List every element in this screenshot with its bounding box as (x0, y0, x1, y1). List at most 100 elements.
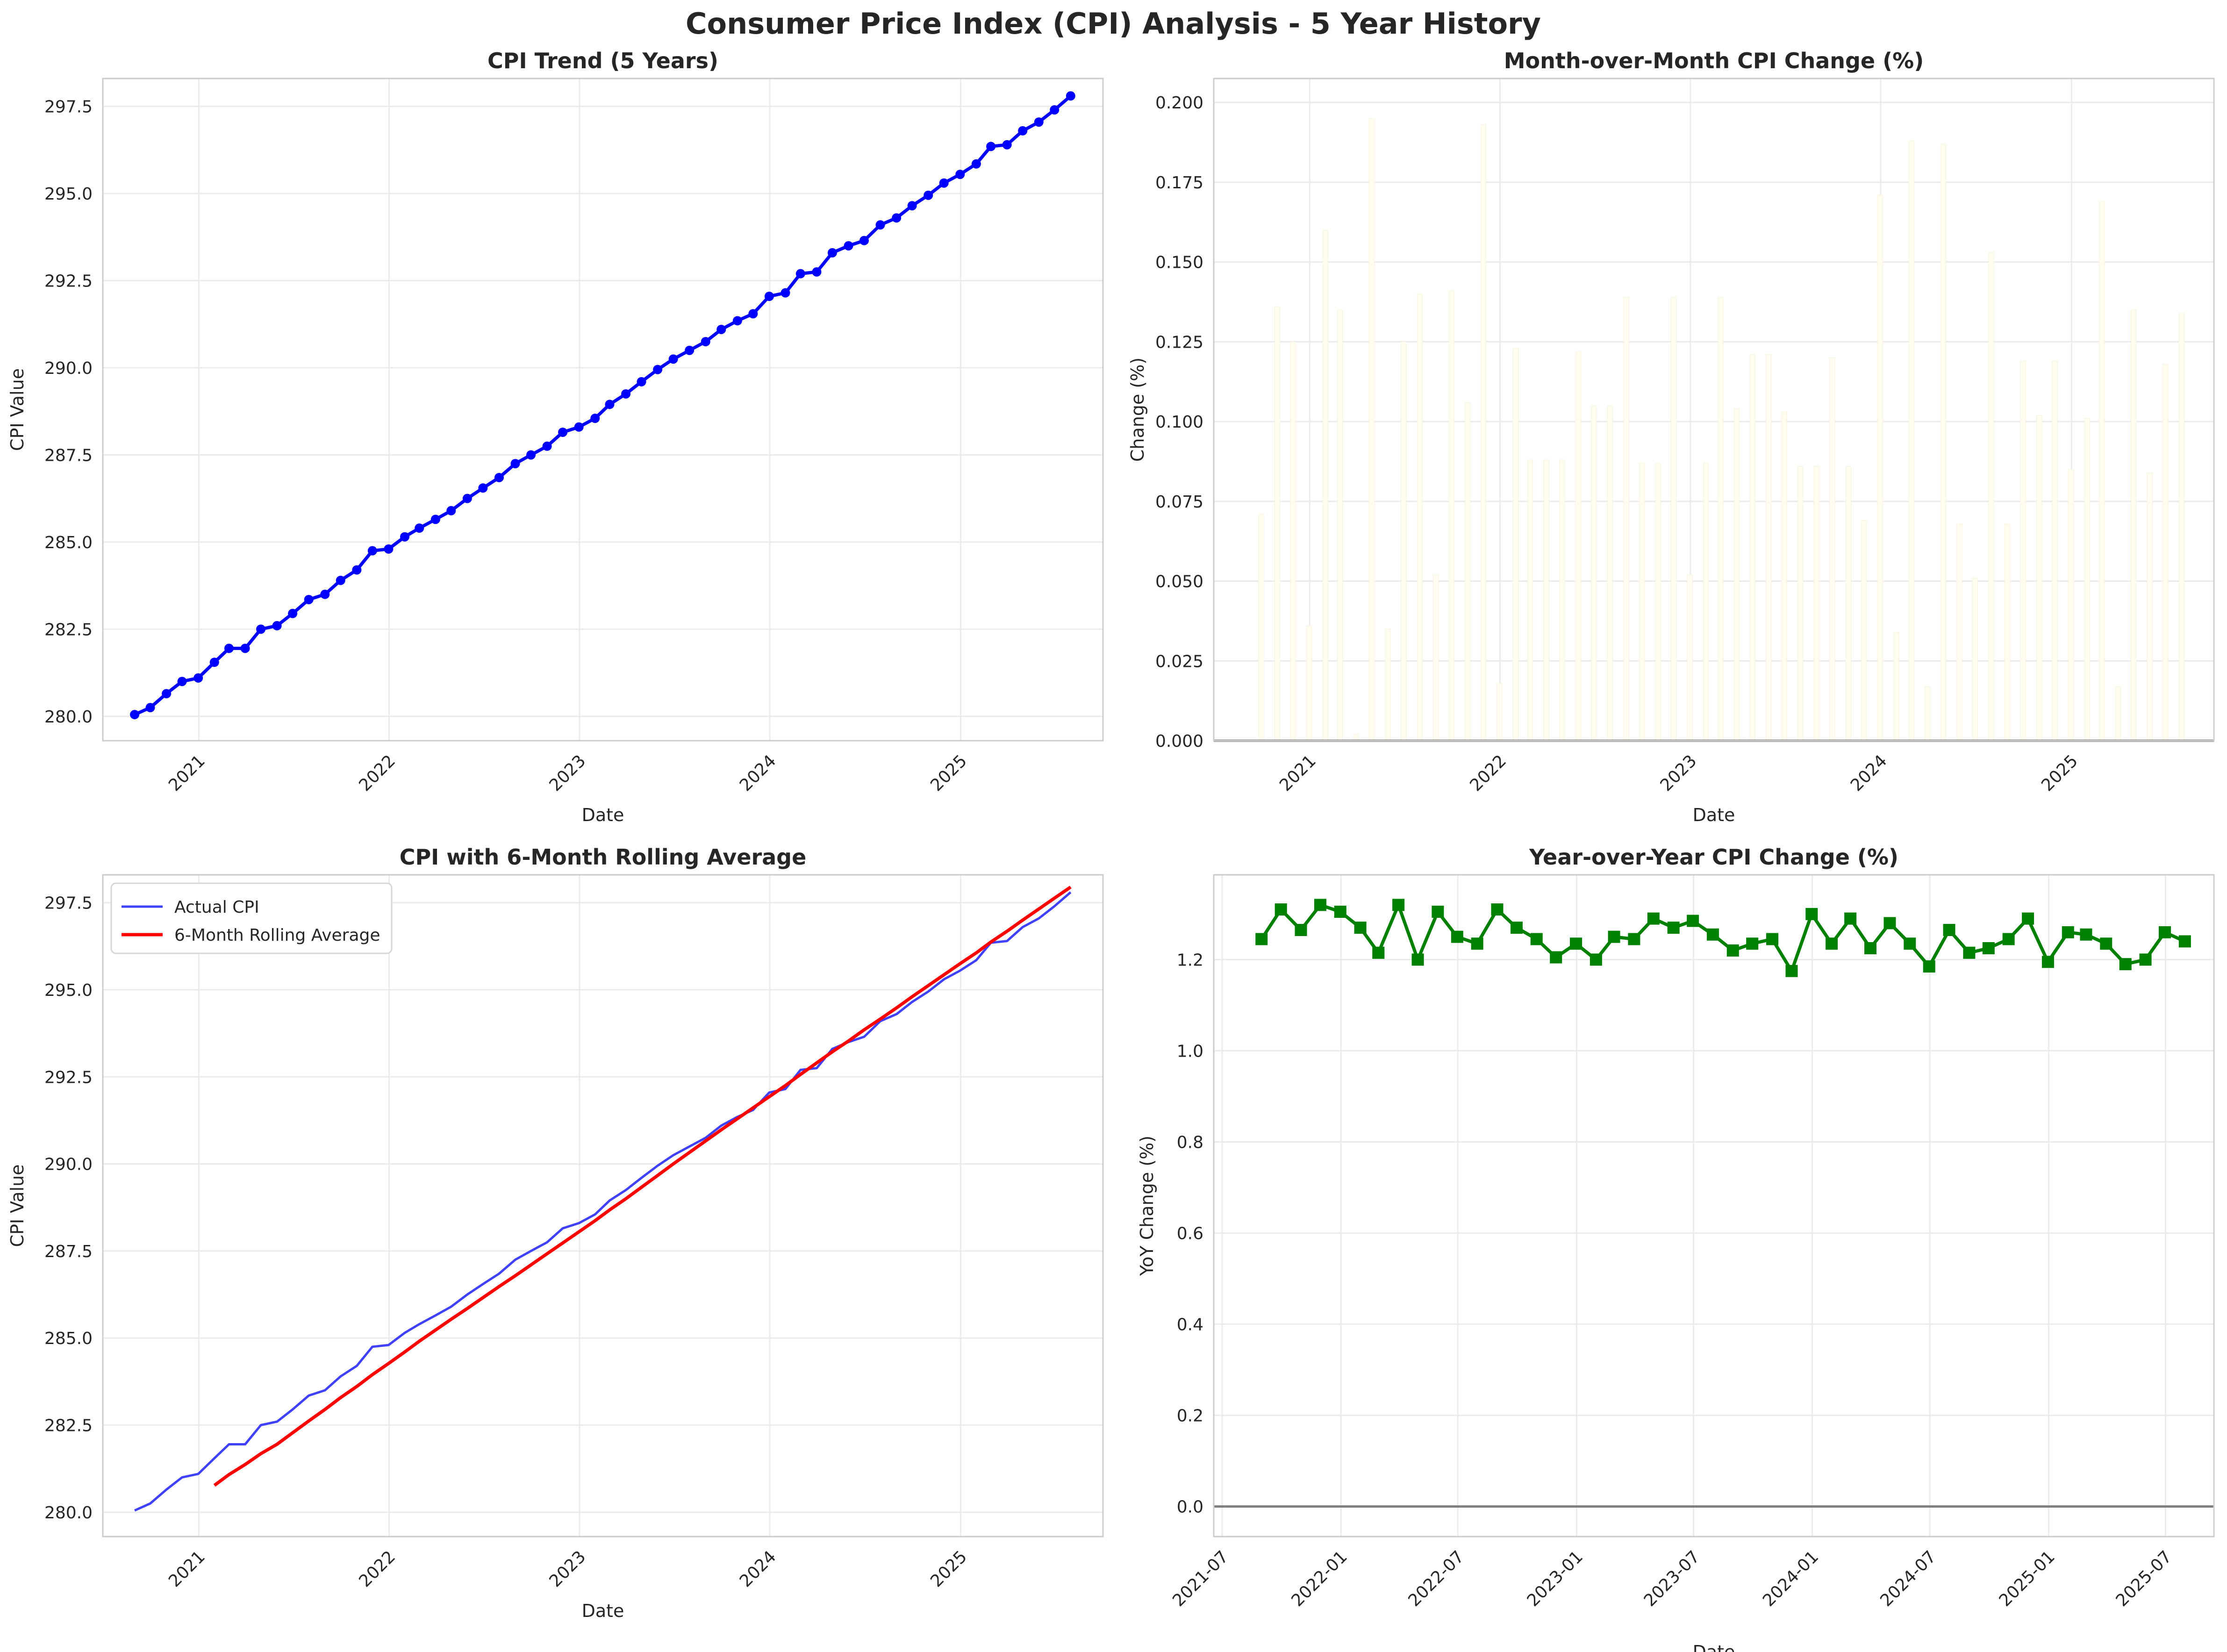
series-line (213, 886, 1072, 1487)
data-point (1411, 953, 1424, 966)
bar (2084, 418, 2090, 741)
data-point (971, 159, 981, 169)
data-point (384, 544, 394, 554)
x-tick-label: 2025-07 (2112, 1547, 2176, 1610)
y-tick-label: 295.0 (44, 981, 93, 1000)
data-point (2002, 933, 2015, 945)
x-tick-label: 2025-01 (1996, 1547, 2059, 1610)
bar (1671, 297, 1677, 741)
bar (1480, 124, 1486, 741)
data-point (462, 493, 472, 503)
data-point (558, 427, 568, 437)
data-point (1590, 953, 1602, 966)
y-tick-label: 0.125 (1155, 333, 1203, 352)
axes-frame (1213, 78, 2215, 742)
subplot-rolling: 280.0 282.5 285.0 287.5 290.0 292.5 295.0 297.5… (7, 844, 1104, 1621)
bar (1908, 140, 1914, 741)
x-tick-label: 2024 (1847, 751, 1891, 795)
data-point (2022, 912, 2034, 925)
data-point (621, 389, 631, 399)
data-point (955, 170, 965, 179)
x-tick-label: 2022 (355, 751, 399, 795)
bar (2163, 364, 2169, 741)
bar (1956, 523, 1962, 741)
bar (1275, 306, 1281, 741)
data-point (1706, 928, 1719, 941)
data-point (1018, 126, 1028, 136)
y-tick-label: 297.5 (44, 894, 93, 913)
data-point (701, 337, 710, 347)
grid-trend (103, 79, 1103, 741)
data-point (1372, 946, 1385, 959)
data-point (1471, 937, 1483, 950)
bar (1766, 354, 1772, 741)
bar (1623, 297, 1629, 741)
y-tick-label: 280.0 (44, 708, 93, 727)
series-line (134, 891, 1072, 1512)
y-tick-label: 282.5 (44, 1416, 93, 1436)
data-point (430, 515, 440, 524)
data-point (2178, 935, 2191, 948)
legend-box (110, 882, 393, 954)
x-tick-label: 2024-07 (1876, 1547, 1940, 1610)
data-point (526, 450, 536, 460)
y-tick-label: 287.5 (44, 1242, 93, 1261)
data-point (1647, 912, 1660, 925)
axes-frame (102, 874, 1104, 1538)
data-point (1255, 933, 1268, 945)
subplot-title: Month-over-Month CPI Change (%) (1504, 48, 1924, 73)
data-point (637, 377, 646, 386)
bar (1940, 143, 1947, 741)
data-point (1805, 908, 1818, 920)
series-line (1260, 903, 2186, 973)
x-tick-label: 2023-07 (1640, 1547, 1704, 1610)
x-tick-label: 2024 (736, 1547, 780, 1591)
data-point (1432, 905, 1444, 918)
y-tick-label: 0.6 (1177, 1224, 1203, 1244)
data-point (367, 546, 377, 556)
data-point (1510, 922, 1523, 934)
data-point (162, 689, 172, 699)
data-point (1491, 903, 1504, 916)
bar (1829, 358, 1835, 741)
x-tick-label: 2021 (165, 751, 209, 795)
data-point (1826, 937, 1838, 950)
data-point (494, 472, 504, 482)
data-point (764, 292, 774, 301)
bar (1687, 574, 1693, 741)
y-tick-label: 0.050 (1155, 572, 1203, 592)
bar (1322, 229, 1328, 741)
data-point (1982, 942, 1995, 955)
data-point (510, 459, 520, 469)
data-point (2100, 937, 2112, 950)
bar (1337, 309, 1343, 741)
data-point (1550, 951, 1562, 964)
x-tick-label: 2024-01 (1759, 1547, 1822, 1610)
y-tick-label: 0.200 (1155, 93, 1203, 113)
bar (1401, 341, 1407, 741)
x-tick-label: 2022 (355, 1547, 399, 1591)
data-point (1883, 917, 1896, 930)
bar (1734, 408, 1740, 741)
y-axis-label: CPI Value (7, 1164, 28, 1247)
bar (1258, 514, 1264, 741)
data-point (986, 142, 996, 151)
x-tick-label: 2023 (1657, 751, 1701, 795)
bar (1877, 194, 1883, 741)
axes-frame (1213, 874, 2215, 1538)
data-point (590, 414, 600, 423)
subplot-title: CPI Trend (5 Years) (487, 48, 718, 73)
data-point (542, 441, 552, 451)
y-tick-label: 292.5 (44, 272, 93, 291)
axes-frame (102, 78, 1104, 742)
y-tick-label: 292.5 (44, 1068, 93, 1087)
data-point (1570, 937, 1583, 950)
x-axis-label: Date (1693, 805, 1735, 825)
data-point (2139, 953, 2152, 966)
data-point (2062, 926, 2074, 938)
data-point (1943, 924, 1955, 936)
bar (2005, 523, 2011, 741)
data-point (924, 190, 933, 200)
y-tick-label: 287.5 (44, 446, 93, 465)
bar (1607, 405, 1613, 741)
